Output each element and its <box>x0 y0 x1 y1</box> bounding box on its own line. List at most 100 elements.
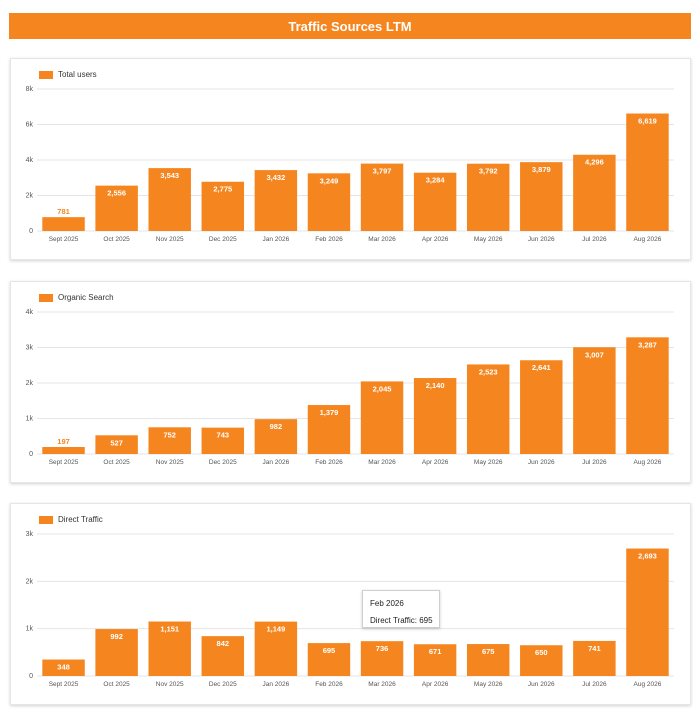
bar[interactable] <box>573 640 616 676</box>
bar[interactable] <box>42 447 85 454</box>
bar-value-label: 982 <box>270 422 283 431</box>
bar-value-label: 2,140 <box>426 381 445 390</box>
bar[interactable] <box>201 181 245 231</box>
bar[interactable] <box>626 337 669 454</box>
bar[interactable] <box>466 644 510 676</box>
bar[interactable] <box>573 347 616 454</box>
tooltip-value: 695 <box>419 616 433 625</box>
bar[interactable] <box>254 170 298 231</box>
bar-value-label: 3,007 <box>585 350 604 359</box>
bar[interactable] <box>413 378 457 454</box>
bar[interactable] <box>360 641 404 676</box>
bar[interactable] <box>413 644 457 676</box>
bar-value-label: 1,151 <box>160 625 179 634</box>
bar[interactable] <box>360 381 404 454</box>
bar[interactable] <box>307 173 351 231</box>
organic-search-chart-panel: Organic Search 0 1k 2k 3k 4k 197 Sept 2025 527 O… <box>10 281 691 483</box>
bar-value-label: 671 <box>429 647 442 656</box>
bar[interactable] <box>626 113 669 231</box>
bar[interactable] <box>201 636 245 676</box>
x-tick-label: Dec 2025 <box>209 236 237 243</box>
bar[interactable] <box>201 427 245 454</box>
bar[interactable] <box>360 163 404 231</box>
bar-value-label: 752 <box>163 430 176 439</box>
total-users-chart-panel: Total users 0 2k 4k 6k 8k 781 Sept 2025 2,556 Oc… <box>10 58 691 260</box>
legend-label: Organic Search <box>58 293 114 302</box>
y-tick-label: 6k <box>26 122 34 129</box>
direct-traffic-chart-panel: Direct Traffic 0 1k 2k 3k 348 Sept 2025 992 Oct… <box>10 503 691 705</box>
bar-value-label: 3,249 <box>320 176 339 185</box>
x-tick-label: Apr 2026 <box>422 459 449 466</box>
x-tick-label: Mar 2026 <box>368 681 396 688</box>
x-tick-label: Dec 2025 <box>209 459 237 466</box>
bar[interactable] <box>254 621 298 676</box>
legend-swatch <box>39 293 53 302</box>
direct-traffic-bar-chart: 0 1k 2k 3k 348 Sept 2025 992 Oct 2025 1,151 Nov 2… <box>26 531 674 688</box>
bar[interactable] <box>573 154 616 231</box>
bar[interactable] <box>520 645 563 676</box>
x-tick-label: Feb 2026 <box>315 459 343 466</box>
bar[interactable] <box>254 419 298 454</box>
x-tick-label: Sept 2025 <box>49 459 79 466</box>
bar-value-label: 2,556 <box>107 189 126 198</box>
bar-value-label: 197 <box>57 437 70 446</box>
x-tick-label: Jul 2026 <box>582 681 607 688</box>
bar[interactable] <box>466 364 510 454</box>
report-title-banner: Traffic Sources LTM <box>9 13 691 39</box>
bar[interactable] <box>520 360 563 454</box>
bar[interactable] <box>148 621 191 676</box>
chart-legend[interactable]: Organic Search <box>39 293 114 302</box>
bar-value-label: 348 <box>57 663 70 672</box>
x-tick-label: Oct 2025 <box>103 681 130 688</box>
bar[interactable] <box>626 548 669 676</box>
x-tick-label: Oct 2025 <box>103 459 130 466</box>
total-users-bar-chart: 0 2k 4k 6k 8k 781 Sept 2025 2,556 Oct 2025 3,543 N… <box>26 86 674 243</box>
x-tick-label: May 2026 <box>474 236 503 243</box>
tooltip-body: Direct Traffic: 695 <box>370 616 433 625</box>
bar[interactable] <box>95 629 138 676</box>
x-tick-label: Jul 2026 <box>582 459 607 466</box>
x-tick-label: Jun 2026 <box>528 681 555 688</box>
bar-value-label: 3,284 <box>426 176 446 185</box>
y-tick-label: 1k <box>26 416 34 423</box>
y-tick-label: 3k <box>26 345 34 352</box>
report-title: Traffic Sources LTM <box>288 18 412 34</box>
bar-value-label: 3,543 <box>160 171 179 180</box>
x-tick-label: Feb 2026 <box>315 236 343 243</box>
bar-value-label: 2,775 <box>213 185 232 194</box>
bar-value-label: 3,792 <box>479 167 498 176</box>
bar[interactable] <box>148 427 191 454</box>
bar[interactable] <box>42 217 85 231</box>
x-tick-label: Mar 2026 <box>368 459 396 466</box>
bar[interactable] <box>520 162 563 231</box>
x-tick-label: Apr 2026 <box>422 236 449 243</box>
x-tick-label: Aug 2026 <box>634 459 662 466</box>
bar-value-label: 3,287 <box>638 340 657 349</box>
bar-value-label: 527 <box>110 438 123 447</box>
bar[interactable] <box>413 172 457 231</box>
chart-legend[interactable]: Direct Traffic <box>39 515 103 524</box>
y-tick-label: 0 <box>29 451 33 458</box>
bar-value-label: 675 <box>482 647 495 656</box>
x-tick-label: Jan 2026 <box>263 459 290 466</box>
x-tick-label: Sept 2025 <box>49 236 79 243</box>
y-tick-label: 0 <box>29 228 33 235</box>
bar[interactable] <box>95 435 138 454</box>
bar[interactable] <box>42 659 85 676</box>
x-tick-label: Aug 2026 <box>634 236 662 243</box>
bar-value-label: 2,641 <box>532 363 551 372</box>
y-tick-label: 3k <box>26 531 34 538</box>
bar[interactable] <box>148 168 191 231</box>
x-tick-label: Aug 2026 <box>634 681 662 688</box>
bar[interactable] <box>307 405 351 454</box>
legend-label: Total users <box>58 70 97 79</box>
bar-value-label: 736 <box>376 644 389 653</box>
bar-value-label: 992 <box>110 632 123 641</box>
bar-value-label: 743 <box>217 431 230 440</box>
bar[interactable] <box>307 643 351 676</box>
x-tick-label: Nov 2025 <box>156 236 184 243</box>
bar[interactable] <box>466 163 510 231</box>
bar[interactable] <box>95 185 138 231</box>
chart-legend[interactable]: Total users <box>39 70 97 79</box>
bar-value-label: 3,432 <box>266 173 285 182</box>
